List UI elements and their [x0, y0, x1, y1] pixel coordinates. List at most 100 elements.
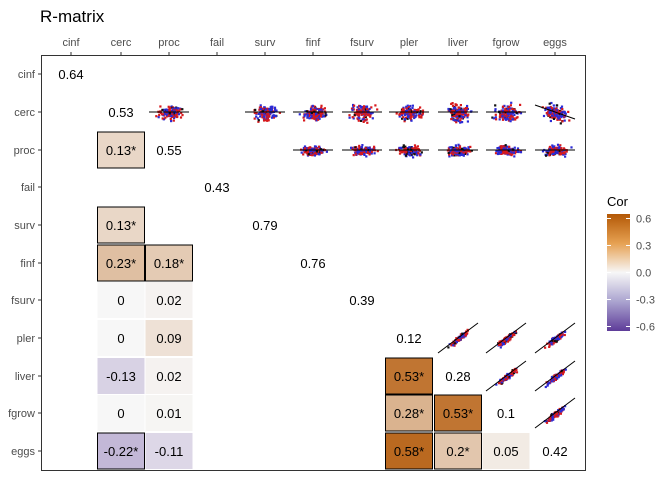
scatter-point [402, 106, 405, 109]
corr-cell-proc-cerc [97, 131, 145, 169]
scatter-point [370, 112, 373, 115]
scatter-point [507, 375, 511, 378]
scatter-point [170, 120, 173, 123]
scatter-point [560, 105, 564, 108]
scatter-point [553, 378, 556, 382]
scatter-point [407, 107, 410, 110]
legend-colorbar [607, 214, 630, 331]
scatter-point [564, 155, 567, 158]
scatter-point [559, 111, 562, 114]
scatter-point [502, 114, 506, 117]
scatter-point [173, 107, 176, 110]
scatter-point [402, 109, 405, 112]
scatter-point [309, 151, 312, 154]
scatter-point [501, 145, 504, 148]
corr-cell-fsurv-proc [145, 282, 193, 318]
scatter-point [464, 150, 467, 153]
scatter-point [411, 107, 414, 110]
scatter-point [266, 118, 270, 121]
scatter-point [303, 115, 306, 118]
scatter-point [510, 151, 513, 154]
scatter-point [511, 118, 514, 121]
scatter-point [362, 118, 365, 121]
scatter-point [169, 117, 172, 121]
scatter-point [302, 146, 305, 150]
corr-label-fgrow-pler: 0.28* [394, 406, 424, 421]
scatter-point [548, 343, 551, 346]
scatter-point [568, 119, 571, 122]
scatter-point [462, 116, 465, 119]
scatter-point [175, 115, 178, 119]
scatter-point [357, 114, 360, 117]
scatter-point [545, 112, 548, 115]
scatter-point [462, 153, 465, 156]
scatter-point [363, 119, 366, 122]
scatter-point [515, 150, 518, 153]
scatter-point [558, 111, 561, 114]
scatter-point [553, 114, 556, 117]
scatter-point [361, 144, 364, 147]
scatter-point [511, 333, 515, 336]
scatter-point [257, 112, 260, 115]
scatter-point [500, 152, 503, 155]
scatter-point [506, 377, 509, 380]
scatter-point [267, 113, 270, 116]
scatter-point [558, 149, 561, 153]
corr-cell-finf-cerc [97, 244, 145, 282]
scatter-point [551, 114, 554, 117]
scatter-point [546, 382, 550, 385]
scatter-point [406, 152, 409, 155]
scatter-point [508, 335, 511, 338]
scatter-point [357, 150, 360, 153]
scatter-point [451, 104, 455, 107]
scatter-point [264, 112, 267, 115]
scatter-point [447, 151, 450, 154]
scatter-point [548, 154, 551, 157]
scatter-point [508, 337, 512, 340]
scatter-panel-cerc-pler [389, 104, 429, 123]
scatter-panel-proc-liver [438, 143, 478, 158]
scatter-point [495, 149, 498, 152]
scatter-point [403, 114, 407, 117]
scatter-point [402, 149, 405, 152]
scatter-point [360, 148, 363, 151]
scatter-point [353, 104, 356, 107]
scatter-point [404, 154, 407, 157]
scatter-point [563, 152, 566, 155]
corr-label-proc-cerc: 0.13* [106, 143, 136, 158]
scatter-point [376, 108, 379, 111]
scatter-point [549, 341, 552, 344]
scatter-point [460, 152, 463, 155]
scatter-point [350, 146, 353, 149]
scatter-point [558, 336, 561, 339]
scatter-point [410, 153, 413, 156]
scatter-point [264, 113, 267, 116]
scatter-point [551, 341, 554, 344]
scatter-point [453, 344, 456, 347]
scatter-point [513, 155, 516, 158]
scatter-point [402, 144, 405, 147]
scatter-point [452, 149, 455, 152]
scatter-point [511, 152, 514, 155]
scatter-point [256, 117, 259, 120]
scatter-point [400, 147, 403, 150]
scatter-point [155, 115, 158, 118]
scatter-point [263, 106, 266, 109]
scatter-point [270, 108, 273, 111]
scatter-point [453, 113, 456, 116]
scatter-point [466, 104, 469, 108]
scatter-point [307, 147, 310, 150]
scatter-point [403, 120, 406, 123]
scatter-point [351, 148, 354, 151]
scatter-point [551, 108, 554, 111]
scatter-point [352, 154, 355, 157]
scatter-point [556, 118, 559, 121]
corr-label-finf-proc: 0.18* [154, 256, 184, 271]
scatter-point [320, 106, 323, 109]
scatter-point [504, 378, 507, 381]
scatter-point [167, 114, 170, 117]
scatter-point [549, 418, 552, 421]
scatter-point [455, 147, 458, 150]
scatter-point [254, 108, 257, 111]
scatter-point [548, 106, 551, 109]
